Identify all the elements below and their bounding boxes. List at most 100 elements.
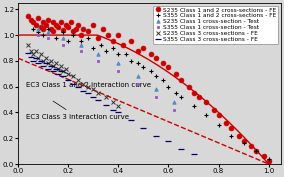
S355 Class 3 cross-sections - FE	[34, 57, 37, 59]
S235 Class 3 cross-sections - FE	[52, 65, 55, 67]
S355 Class 1 and 2 cross-sections - FE	[217, 124, 220, 126]
S355 Class 1 and 2 cross-sections - FE	[66, 40, 70, 42]
S355 Class 1 cross-section - Test	[47, 37, 50, 39]
S355 Class 1 and 2 cross-sections - FE	[154, 75, 158, 77]
S355 Class 1 cross-section - Test	[137, 83, 140, 85]
S355 Class 3 cross-sections - FE	[32, 60, 35, 62]
S235 Class 1 cross-section - Test	[79, 44, 83, 46]
S355 Class 1 and 2 cross-sections - FE	[149, 70, 153, 72]
S355 Class 3 cross-sections - FE	[59, 70, 62, 72]
S235 Class 3 cross-sections - FE	[97, 92, 100, 94]
S355 Class 3 cross-sections - FE	[142, 127, 145, 129]
S355 Class 3 cross-sections - FE	[87, 92, 90, 94]
S355 Class 1 and 2 cross-sections - FE	[112, 47, 115, 49]
Text: EC3 Class 3 interaction curve: EC3 Class 3 interaction curve	[26, 101, 129, 120]
S235 Class 3 cross-sections - FE	[39, 53, 42, 55]
S235 Class 3 cross-sections - FE	[49, 60, 53, 62]
S355 Class 3 cross-sections - FE	[117, 111, 120, 113]
S355 Class 1 and 2 cross-sections - FE	[242, 142, 245, 144]
Legend: S235 Class 1 and 2 cross-sections - FE, S355 Class 1 and 2 cross-sections - FE, : S235 Class 1 and 2 cross-sections - FE, …	[153, 6, 278, 44]
S355 Class 1 and 2 cross-sections - FE	[104, 49, 108, 52]
S355 Class 1 and 2 cross-sections - FE	[79, 40, 83, 42]
Text: EC3 Class 1 and 2 interaction curve: EC3 Class 1 and 2 interaction curve	[26, 65, 151, 88]
S235 Class 3 cross-sections - FE	[112, 101, 115, 103]
S235 Class 3 cross-sections - FE	[34, 49, 37, 52]
S355 Class 3 cross-sections - FE	[49, 65, 53, 67]
S355 Class 3 cross-sections - FE	[66, 79, 70, 81]
S355 Class 1 and 2 cross-sections - FE	[174, 92, 178, 94]
S235 Class 3 cross-sections - FE	[92, 88, 95, 90]
S235 Class 3 cross-sections - FE	[62, 70, 65, 72]
S355 Class 1 and 2 cross-sections - FE	[62, 31, 65, 33]
S355 Class 1 and 2 cross-sections - FE	[54, 37, 57, 39]
S235 Class 1 and 2 cross-sections - FE	[137, 49, 140, 52]
S235 Class 1 cross-section - Test	[37, 27, 40, 30]
S355 Class 3 cross-sections - FE	[62, 75, 65, 77]
S355 Class 3 cross-sections - FE	[39, 60, 42, 62]
S355 Class 3 cross-sections - FE	[47, 67, 50, 70]
S235 Class 3 cross-sections - FE	[104, 96, 108, 98]
Line: S355 Class 3 cross-sections - FE: S355 Class 3 cross-sections - FE	[26, 50, 196, 156]
S355 Class 1 cross-section - Test	[97, 60, 100, 62]
S235 Class 3 cross-sections - FE	[37, 57, 40, 59]
S235 Class 3 cross-sections - FE	[57, 67, 60, 70]
S235 Class 3 cross-sections - FE	[54, 62, 57, 64]
S235 Class 1 cross-section - Test	[137, 75, 140, 77]
S355 Class 1 and 2 cross-sections - FE	[204, 114, 208, 116]
Line: S355 Class 1 and 2 cross-sections - FE: S355 Class 1 and 2 cross-sections - FE	[31, 26, 271, 161]
S235 Class 3 cross-sections - FE	[41, 60, 45, 62]
S355 Class 1 cross-section - Test	[154, 96, 158, 98]
S235 Class 3 cross-sections - FE	[82, 83, 85, 85]
S355 Class 1 and 2 cross-sections - FE	[41, 34, 45, 36]
S235 Class 3 cross-sections - FE	[44, 57, 47, 59]
S355 Class 3 cross-sections - FE	[167, 140, 170, 142]
S355 Class 1 and 2 cross-sections - FE	[179, 96, 183, 98]
S235 Class 3 cross-sections - FE	[72, 75, 75, 77]
S355 Class 1 and 2 cross-sections - FE	[87, 37, 90, 39]
S355 Class 1 and 2 cross-sections - FE	[142, 66, 145, 68]
S355 Class 3 cross-sections - FE	[192, 153, 195, 155]
S235 Class 1 cross-section - Test	[172, 101, 175, 103]
S355 Class 1 and 2 cross-sections - FE	[254, 150, 258, 152]
S355 Class 1 and 2 cross-sections - FE	[92, 47, 95, 49]
S355 Class 3 cross-sections - FE	[57, 73, 60, 75]
Line: S235 Class 3 cross-sections - FE: S235 Class 3 cross-sections - FE	[26, 43, 120, 108]
S235 Class 1 cross-section - Test	[47, 31, 50, 33]
S355 Class 3 cross-sections - FE	[82, 89, 85, 92]
S235 Class 3 cross-sections - FE	[64, 67, 68, 70]
S355 Class 3 cross-sections - FE	[92, 96, 95, 98]
S355 Class 1 cross-section - Test	[79, 49, 83, 52]
S235 Class 3 cross-sections - FE	[87, 86, 90, 88]
S355 Class 1 and 2 cross-sections - FE	[117, 53, 120, 55]
S355 Class 1 and 2 cross-sections - FE	[124, 53, 128, 55]
S235 Class 3 cross-sections - FE	[66, 73, 70, 75]
S235 Class 1 and 2 cross-sections - FE	[149, 53, 153, 55]
S355 Class 1 and 2 cross-sections - FE	[99, 44, 103, 46]
S355 Class 1 and 2 cross-sections - FE	[47, 27, 50, 30]
S235 Class 1 and 2 cross-sections - FE	[187, 86, 190, 88]
S355 Class 1 cross-section - Test	[37, 34, 40, 36]
S235 Class 1 and 2 cross-sections - FE	[26, 15, 30, 17]
Line: S235 Class 1 cross-section - Test: S235 Class 1 cross-section - Test	[37, 27, 175, 104]
S355 Class 3 cross-sections - FE	[29, 56, 32, 58]
S355 Class 1 and 2 cross-sections - FE	[37, 31, 40, 33]
S355 Class 3 cross-sections - FE	[26, 52, 30, 54]
S355 Class 1 cross-section - Test	[172, 109, 175, 111]
S355 Class 3 cross-sections - FE	[179, 147, 183, 150]
S355 Class 1 and 2 cross-sections - FE	[167, 86, 170, 88]
S355 Class 1 and 2 cross-sections - FE	[72, 34, 75, 36]
S355 Class 3 cross-sections - FE	[112, 109, 115, 111]
S355 Class 3 cross-sections - FE	[104, 104, 108, 106]
S355 Class 3 cross-sections - FE	[154, 135, 158, 137]
S235 Class 1 cross-section - Test	[154, 88, 158, 90]
S355 Class 3 cross-sections - FE	[72, 83, 75, 85]
S355 Class 3 cross-sections - FE	[44, 62, 47, 64]
S355 Class 3 cross-sections - FE	[52, 70, 55, 72]
S235 Class 1 cross-section - Test	[117, 62, 120, 64]
S235 Class 1 cross-section - Test	[62, 37, 65, 39]
S235 Class 3 cross-sections - FE	[59, 65, 62, 67]
S355 Class 3 cross-sections - FE	[97, 98, 100, 101]
S355 Class 1 cross-section - Test	[117, 70, 120, 72]
S235 Class 3 cross-sections - FE	[29, 49, 32, 52]
S355 Class 3 cross-sections - FE	[37, 62, 40, 64]
